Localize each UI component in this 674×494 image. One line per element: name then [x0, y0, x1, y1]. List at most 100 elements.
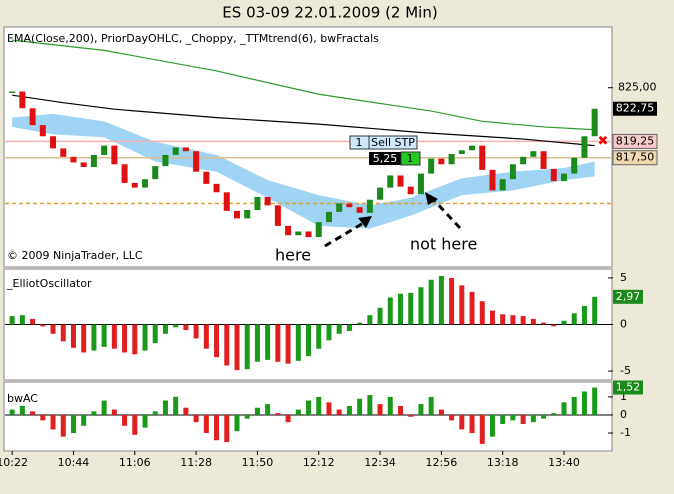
- annotation: not here: [410, 235, 477, 254]
- histogram-bar: [162, 324, 168, 334]
- histogram-bar: [306, 324, 312, 357]
- histogram-bar: [19, 315, 25, 325]
- histogram-bar: [510, 315, 516, 325]
- histogram-bar: [234, 414, 240, 432]
- candle: [366, 199, 373, 213]
- annotation: here: [275, 246, 311, 265]
- chart-title: ES 03-09 22.01.2009 (2 Min): [222, 4, 437, 22]
- x-tick-label: 12:34: [364, 456, 396, 469]
- candle: [571, 157, 578, 174]
- x-tick-label: 13:40: [548, 456, 580, 469]
- candle: [377, 187, 384, 200]
- histogram-bar: [408, 414, 414, 417]
- histogram-bar: [101, 400, 107, 415]
- indicator-line: [12, 39, 595, 131]
- y-tick-label: -1: [620, 426, 631, 439]
- y-tick-label: 825,00: [618, 81, 657, 94]
- histogram-bar: [520, 316, 526, 325]
- histogram-bar: [40, 324, 46, 327]
- histogram-bar: [60, 414, 66, 437]
- position-pnl-text: 5,25: [373, 152, 398, 165]
- candle: [489, 169, 496, 191]
- candle: [591, 108, 598, 137]
- arrow-head: [425, 192, 438, 205]
- candle: [182, 147, 189, 152]
- last-price-label: 822,75: [616, 102, 655, 115]
- candle: [274, 205, 281, 226]
- histogram-bar: [275, 324, 281, 362]
- histogram-bar: [428, 279, 434, 325]
- histogram-bar: [479, 301, 485, 325]
- y-tick-label: 0: [620, 318, 627, 331]
- candle: [50, 136, 57, 149]
- histogram-bar: [438, 409, 444, 415]
- y-tick-label: 5: [620, 271, 627, 284]
- candle: [479, 145, 486, 170]
- histogram-bar: [91, 324, 97, 351]
- candle: [336, 203, 343, 212]
- histogram-bar: [193, 414, 199, 423]
- histogram-bar: [316, 396, 322, 415]
- candle: [397, 175, 404, 187]
- histogram-bar: [449, 277, 455, 325]
- candle: [9, 91, 16, 93]
- histogram-bar: [418, 287, 424, 325]
- histogram-bar: [9, 316, 15, 325]
- histogram-bar: [254, 407, 260, 415]
- candle: [213, 183, 220, 193]
- candle: [530, 151, 537, 157]
- candle: [162, 154, 169, 167]
- candle: [193, 151, 200, 172]
- candle: [101, 145, 108, 155]
- histogram-bar: [111, 409, 117, 415]
- histogram-bar: [30, 411, 36, 415]
- histogram-bar: [91, 411, 97, 415]
- histogram-bar: [295, 324, 301, 361]
- histogram-bar: [479, 414, 485, 444]
- histogram-bar: [111, 324, 117, 349]
- histogram-bar: [367, 395, 373, 415]
- candle: [70, 156, 77, 163]
- histogram-bar: [50, 414, 56, 430]
- histogram-bar: [418, 404, 424, 415]
- histogram-bar: [530, 318, 536, 325]
- candle: [305, 231, 312, 238]
- panel-title: bwAC: [7, 392, 38, 405]
- candle: [223, 192, 230, 211]
- histogram-bar: [132, 324, 138, 355]
- position-qty-text: 1: [407, 152, 414, 165]
- price-panel: [3, 26, 613, 268]
- histogram-bar: [224, 324, 230, 366]
- arrow-head: [358, 216, 372, 228]
- histogram-bar: [510, 414, 516, 421]
- last-value-label: 2,97: [616, 290, 641, 303]
- histogram-bar: [571, 396, 577, 415]
- histogram-bar: [346, 405, 352, 415]
- histogram-bar: [459, 285, 465, 325]
- order-type: [368, 135, 418, 150]
- histogram-bar: [40, 414, 46, 421]
- histogram-bar: [581, 391, 587, 415]
- indicator-line: [12, 94, 595, 147]
- histogram-bar: [19, 405, 25, 415]
- histogram-bar: [203, 324, 209, 349]
- candle: [428, 158, 435, 174]
- histogram-bar: [101, 324, 107, 347]
- histogram-bar: [500, 314, 506, 325]
- histogram-bar: [428, 396, 434, 415]
- histogram-bar: [244, 414, 250, 419]
- candle: [509, 164, 516, 180]
- histogram-bar: [336, 324, 342, 334]
- candle: [417, 173, 424, 195]
- candle: [203, 171, 210, 184]
- panel-title: _ElliotOscillator: [6, 277, 92, 290]
- histogram-bar: [541, 414, 547, 419]
- candle: [152, 166, 159, 180]
- last-value-label: 1,52: [616, 381, 641, 394]
- histogram-bar: [234, 324, 240, 371]
- x-tick-label: 10:22: [0, 456, 28, 469]
- histogram-bar: [132, 414, 138, 435]
- candle: [520, 156, 527, 165]
- candle: [387, 175, 394, 188]
- candle: [254, 196, 261, 210]
